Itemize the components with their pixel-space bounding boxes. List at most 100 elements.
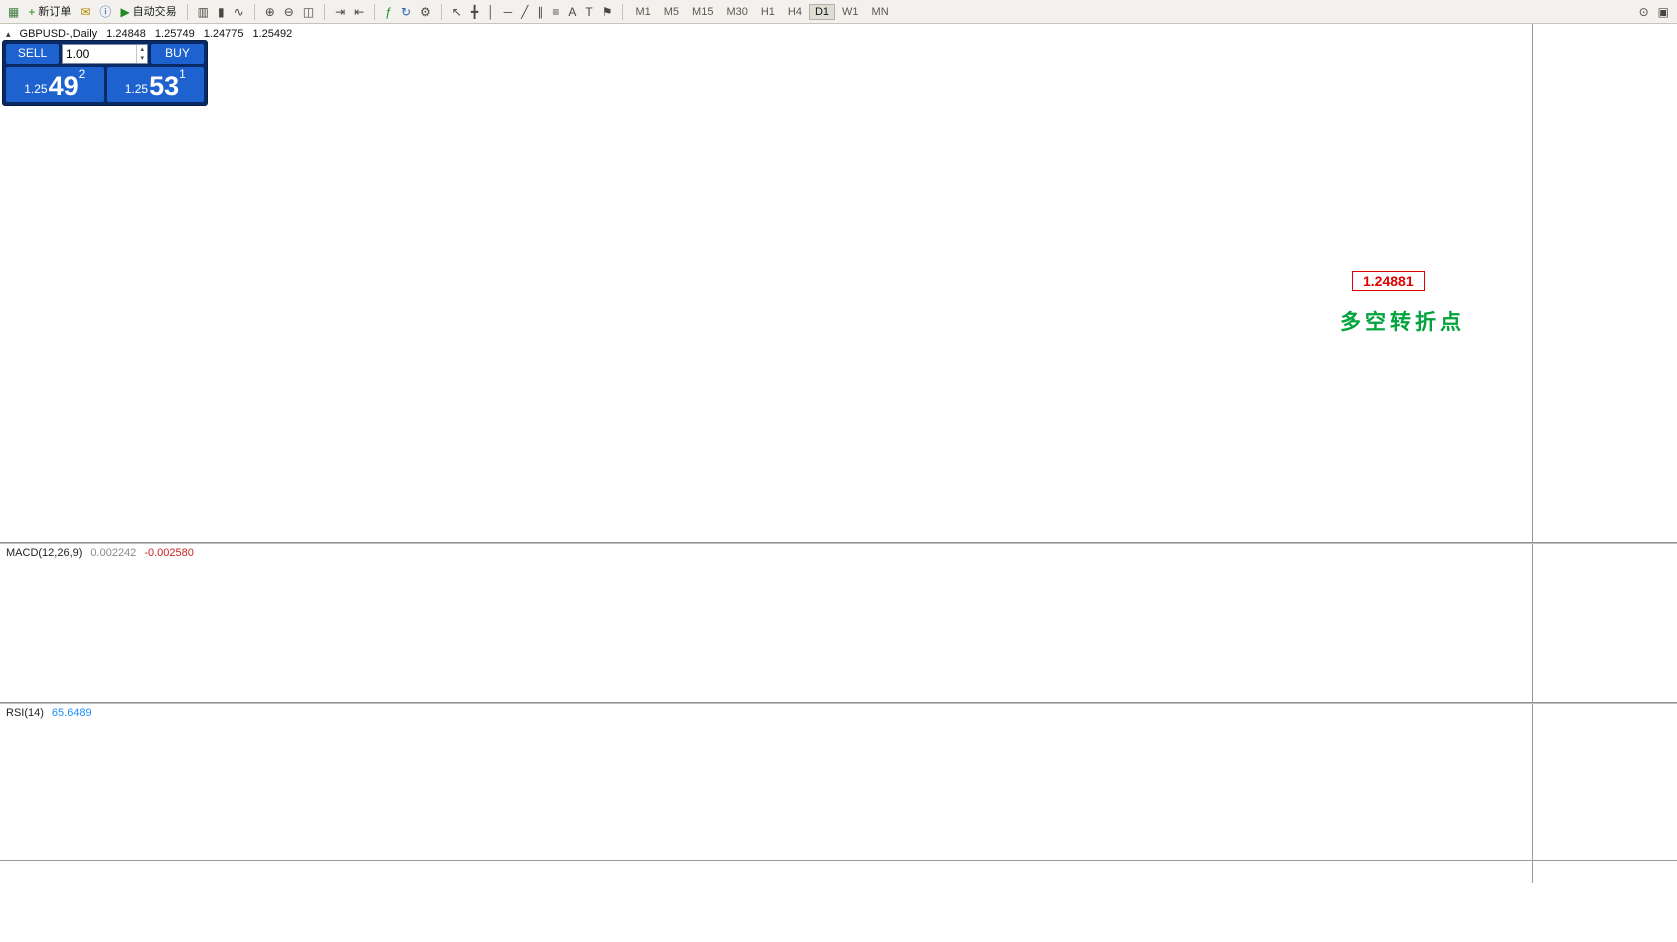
period-cycle-icon[interactable]: ↻	[397, 4, 415, 20]
note-text[interactable]: 多空转折点	[1340, 311, 1465, 334]
macd-header: MACD(12,26,9) 0.002242 -0.002580	[6, 547, 194, 559]
timeframe-m30[interactable]: M30	[726, 5, 748, 18]
timeframe-m5[interactable]: M5	[663, 5, 680, 18]
window-list-icon[interactable]: ▣	[1657, 4, 1669, 19]
new-order-button-label: 新订单	[38, 5, 72, 18]
charts-menu-icon[interactable]: ▦	[4, 4, 23, 20]
buy-price-pip: 1	[179, 67, 186, 81]
news-icon: ⓘ	[99, 4, 112, 19]
toolbar-separator	[374, 3, 376, 20]
candlestick-chart-icon[interactable]: ▮	[214, 4, 229, 20]
auto-scroll-icon: ⇥	[335, 4, 346, 19]
zoom-out-icon[interactable]: ⊖	[280, 4, 298, 20]
rsi-panel: RSI(14) 65.6489	[0, 704, 1677, 860]
sell-button[interactable]: 1.25 49 2	[6, 67, 104, 102]
high-value: 1.25749	[154, 28, 195, 40]
chart-shift-icon[interactable]: ⇤	[350, 4, 368, 20]
timeframe-h1[interactable]: H1	[760, 5, 775, 18]
channel-icon[interactable]: ∥	[533, 4, 547, 20]
crosshair-icon: ╋	[470, 4, 479, 19]
indicators-icon: ƒ	[385, 4, 392, 19]
volume-input[interactable]	[63, 46, 129, 62]
autotrading-play-icon: ▶	[120, 4, 130, 19]
chart-properties-icon[interactable]: ⚙	[416, 4, 435, 20]
vertical-line-icon[interactable]: │	[483, 4, 499, 20]
charts-menu-icon: ▦	[8, 4, 20, 19]
trendline-icon[interactable]: ╱	[517, 4, 532, 20]
label-icon[interactable]: T	[581, 4, 596, 20]
sell-tab[interactable]: SELL	[6, 44, 59, 64]
tile-windows-icon[interactable]: ◫	[299, 4, 318, 20]
trendline-icon: ╱	[521, 4, 529, 19]
timeframe-w1[interactable]: W1	[842, 5, 859, 18]
horizontal-line-icon: ─	[503, 4, 513, 19]
macd-axis[interactable]	[1532, 544, 1677, 702]
timeframe-d1[interactable]: D1	[808, 3, 836, 20]
macd-signal-value: -0.002580	[144, 547, 194, 559]
text-icon: A	[568, 4, 577, 19]
axis-corner	[1532, 861, 1677, 883]
panel-separator[interactable]	[0, 542, 1677, 544]
chart-shift-icon: ⇤	[354, 4, 365, 19]
close-value: 1.25492	[252, 28, 293, 40]
autotrading-button-label: 自动交易	[132, 5, 177, 18]
macd-name: MACD(12,26,9)	[6, 547, 83, 559]
channel-icon: ∥	[537, 4, 544, 19]
sell-price-prefix: 1.25	[24, 82, 48, 96]
fibonacci-icon[interactable]: ≡	[548, 4, 563, 20]
arrow-objects-icon[interactable]: ⚑	[598, 4, 617, 20]
auto-scroll-icon[interactable]: ⇥	[331, 4, 349, 20]
cursor-icon: ↖	[451, 4, 462, 19]
bar-chart-icon: ▥	[197, 4, 210, 19]
rsi-axis[interactable]	[1532, 704, 1677, 860]
vertical-line-icon: │	[487, 4, 495, 19]
search-icon[interactable]: ⊙	[1638, 4, 1649, 19]
chart-properties-icon: ⚙	[420, 4, 431, 19]
new-order-button[interactable]: + 新订单	[24, 3, 75, 21]
bar-chart-icon[interactable]: ▥	[194, 4, 213, 20]
chart-symbol-icon: ▴	[6, 28, 11, 39]
timeframe-m1[interactable]: M1	[635, 5, 651, 18]
bottom-empty-area	[0, 883, 1677, 941]
sell-price-big: 49	[48, 71, 79, 101]
price-callout-label[interactable]: 1.24881	[1352, 271, 1425, 291]
toolbar-separator	[324, 3, 326, 20]
indicators-icon[interactable]: ƒ	[381, 4, 396, 20]
symbol-period-label: GBPUSD-,Daily	[19, 28, 98, 40]
text-icon[interactable]: A	[564, 4, 580, 20]
cursor-icon[interactable]: ↖	[448, 4, 466, 20]
price-axis[interactable]	[1532, 24, 1677, 542]
autotrading-button[interactable]: ▶ 自动交易	[116, 3, 180, 21]
crosshair-icon[interactable]: ╋	[467, 4, 482, 20]
mailbox-icon[interactable]: ✉	[76, 4, 94, 20]
news-icon[interactable]: ⓘ	[95, 4, 115, 20]
buy-button[interactable]: 1.25 53 1	[106, 67, 204, 102]
time-axis[interactable]	[0, 861, 1532, 883]
period-cycle-icon: ↻	[400, 4, 412, 19]
toolbar-separator	[440, 3, 442, 20]
zoom-in-icon: ⊕	[264, 4, 275, 19]
volume-spinner: ▴ ▾	[136, 45, 147, 63]
timeframe-h4[interactable]: H4	[787, 5, 802, 18]
open-value: 1.24848	[106, 28, 146, 40]
main-chart-canvas[interactable]	[0, 24, 1532, 542]
buy-price-prefix: 1.25	[124, 82, 149, 96]
timeframe-mn[interactable]: MN	[871, 5, 889, 18]
macd-canvas[interactable]	[0, 544, 1532, 702]
timeframe-m15[interactable]: M15	[692, 5, 714, 18]
one-click-trading-panel: SELL ▴ ▾ BUY 1.25 49 2 1.25	[2, 40, 208, 106]
zoom-in-icon[interactable]: ⊕	[261, 4, 279, 20]
buy-tab[interactable]: BUY	[151, 44, 204, 64]
tile-windows-icon: ◫	[302, 4, 315, 19]
chart-ohlc-line: ▴ GBPUSD-,Daily 1.24848 1.25749 1.24775 …	[6, 28, 292, 40]
horizontal-line-icon[interactable]: ─	[500, 4, 517, 20]
rsi-canvas[interactable]	[0, 704, 1532, 860]
volume-box: ▴ ▾	[62, 44, 148, 64]
rsi-value: 65.6489	[51, 707, 92, 719]
volume-down-button[interactable]: ▾	[140, 55, 144, 62]
volume-up-button[interactable]: ▴	[140, 46, 144, 53]
panel-separator[interactable]	[0, 702, 1677, 704]
candlestick-chart-icon: ▮	[218, 4, 225, 19]
mailbox-icon: ✉	[80, 4, 91, 19]
line-chart-icon[interactable]: ∿	[230, 4, 248, 20]
